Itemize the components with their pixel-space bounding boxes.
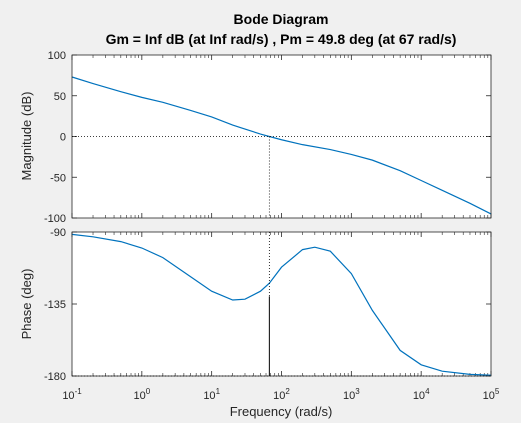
phase-axis-label: Phase (deg) <box>19 269 34 340</box>
x-tick-label: 100 <box>133 387 150 402</box>
phase-plot-area <box>72 232 491 376</box>
phase-y-tick-label: -90 <box>50 227 66 239</box>
phase-curve <box>71 233 492 376</box>
frequency-axis-label: Frequency (rad/s) <box>230 404 333 419</box>
chart-subtitle: Gm = Inf dB (at Inf rad/s) , Pm = 49.8 d… <box>106 31 457 47</box>
phase-axes-box <box>71 231 492 377</box>
phase-y-tick-label: -180 <box>44 371 66 383</box>
frequency-tick-labels: 10-1 100 101 102 103 104 105 <box>62 387 500 402</box>
x-tick-label: 104 <box>413 387 430 402</box>
phase-plot: -90 -135 -180 <box>44 227 492 383</box>
x-tick-label: 105 <box>483 387 500 402</box>
x-tick-label: 103 <box>343 387 360 402</box>
chart-title: Bode Diagram <box>234 11 329 27</box>
magnitude-y-tick-label: 100 <box>48 50 66 62</box>
magnitude-plot: 100 50 0 -50 -100 <box>44 50 492 225</box>
magnitude-y-tick-label: 0 <box>60 132 66 144</box>
magnitude-y-tick-label: 50 <box>54 91 66 103</box>
magnitude-y-tick-label: -100 <box>44 213 66 225</box>
magnitude-plot-area <box>72 55 491 218</box>
phase-y-tick-label: -135 <box>44 299 66 311</box>
x-tick-label: 10-1 <box>62 387 82 402</box>
magnitude-curve <box>71 76 492 215</box>
x-tick-label: 101 <box>203 387 220 402</box>
magnitude-y-tick-label: -50 <box>50 172 66 184</box>
magnitude-axis-label: Magnitude (dB) <box>19 92 34 181</box>
x-tick-label: 102 <box>273 387 290 402</box>
